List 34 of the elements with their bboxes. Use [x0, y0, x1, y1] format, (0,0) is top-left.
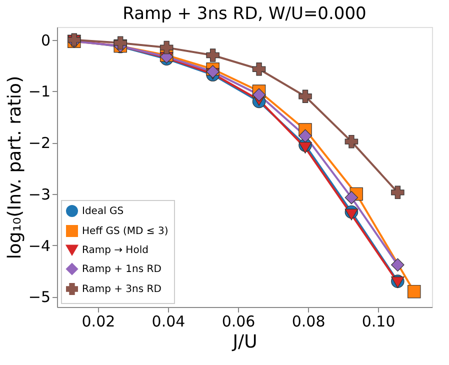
x-tick-label: 0.06 [222, 312, 256, 330]
legend-label: Heff GS (MD ≤ 3) [82, 226, 168, 237]
point [391, 186, 404, 200]
y-tick-label: 0 [40, 31, 50, 50]
point [408, 284, 421, 298]
legend-label: Ramp + 1ns RD [82, 264, 162, 275]
x-tick-label: 0.08 [292, 312, 326, 330]
point [160, 40, 174, 54]
point [252, 62, 266, 76]
y-tick-label: −3 [28, 185, 50, 204]
point [344, 190, 358, 204]
x-tick-label: 0.10 [362, 312, 396, 330]
point [298, 90, 312, 103]
legend-label: Ramp → Hold [82, 245, 148, 256]
point [114, 36, 127, 50]
y-tick-label: −1 [28, 82, 50, 101]
legend-label: Ideal GS [82, 206, 124, 217]
legend-label: Ramp + 3ns RD [82, 284, 162, 295]
point [206, 65, 220, 78]
chart-title: Ramp + 3ns RD, W/U=0.000 [122, 4, 366, 24]
point [391, 258, 404, 272]
point [252, 88, 266, 102]
y-axis-title: log₁₀(Inv. part. ratio) [4, 76, 26, 260]
point [344, 134, 358, 148]
y-tick-label: −4 [28, 236, 50, 255]
x-tick-label: 0.04 [152, 312, 186, 330]
x-axis-title: J/U [232, 332, 258, 352]
x-tick-label: 0.02 [82, 312, 116, 330]
point [344, 208, 358, 220]
y-tick-label: −5 [28, 288, 50, 306]
point [206, 48, 220, 62]
point [298, 142, 312, 154]
y-tick-label: −2 [28, 134, 50, 152]
point [298, 129, 312, 143]
